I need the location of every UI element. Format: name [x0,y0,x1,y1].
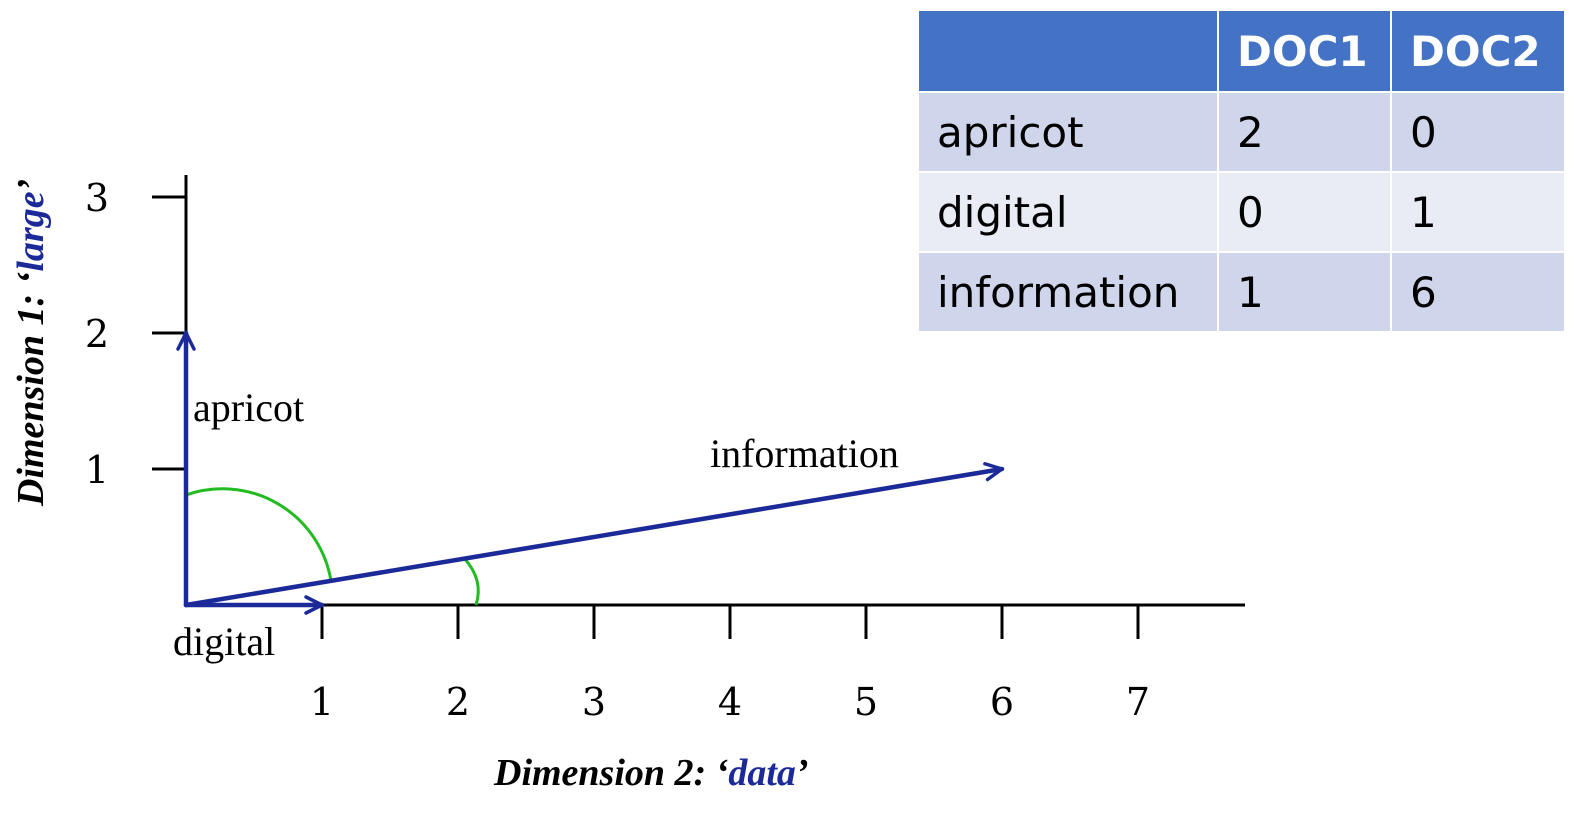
y-tick-label: 2 [85,312,109,356]
y-axis-ticks: 1 2 3 [85,176,186,492]
table-cell-term: apricot [917,91,1219,173]
table-header-doc1: DOC1 [1217,9,1392,93]
table-cell-term: digital [917,171,1219,253]
x-tick-label: 7 [1126,680,1150,724]
table-row: information 1 6 [917,251,1566,333]
vectors [176,330,1005,615]
table-cell: 0 [1390,91,1566,173]
table-cell: 1 [1217,251,1392,333]
table-header-term [917,9,1219,93]
vector-label-apricot: apricot [193,385,304,430]
table-cell: 1 [1390,171,1566,253]
table-row: apricot 2 0 [917,91,1566,173]
table-cell-term: information [917,251,1219,333]
x-tick-label: 3 [582,680,606,724]
table-cell: 2 [1217,91,1392,173]
vector-label-information: information [710,431,899,476]
y-tick-label: 3 [85,176,109,220]
vector-information [183,461,1005,608]
x-axis-title: Dimension 2: ‘data’ [493,752,809,794]
x-tick-label: 1 [310,680,334,724]
table-header-doc2: DOC2 [1390,9,1566,93]
x-tick-label: 5 [854,680,878,724]
angle-arc-apricot-information [185,487,333,582]
vector-label-digital: digital [173,619,275,664]
table-header-row: DOC1 DOC2 [917,9,1566,93]
x-axis-ticks: 1 2 3 4 5 6 7 [310,605,1150,724]
x-tick-label: 2 [446,680,470,724]
angle-arc-information-digital [462,556,480,606]
y-axis-title: Dimension 1: ‘large’ [10,179,52,507]
y-tick-label: 1 [85,448,109,492]
x-tick-label: 4 [718,680,742,724]
table-cell: 6 [1390,251,1566,333]
term-document-table: DOC1 DOC2 apricot 2 0 digital 0 1 inform… [917,9,1566,333]
table-row: digital 0 1 [917,171,1566,253]
table-cell: 0 [1217,171,1392,253]
x-tick-label: 6 [990,680,1014,724]
